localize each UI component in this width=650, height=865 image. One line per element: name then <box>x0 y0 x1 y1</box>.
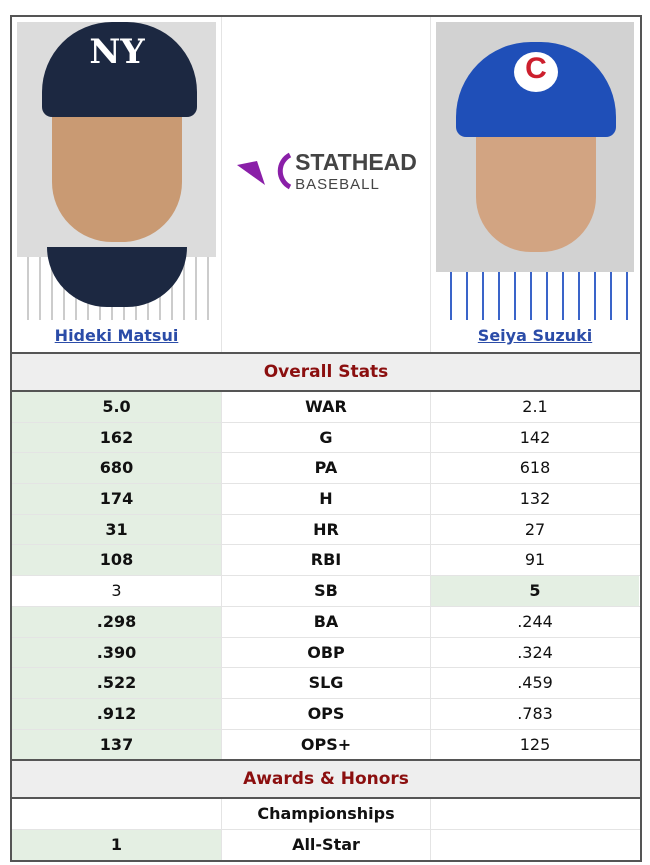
stat-label: G <box>221 422 430 453</box>
stat-row: 5.0 WAR 2.1 <box>12 392 640 422</box>
stat-label: RBI <box>221 545 430 576</box>
stat-label: H <box>221 484 430 514</box>
logo-text-bottom: BASEBALL <box>295 176 380 193</box>
stat-right-value: 27 <box>430 514 639 545</box>
stat-label: SLG <box>221 668 430 698</box>
stat-left-value: 137 <box>12 729 221 760</box>
player-link-right[interactable]: Seiya Suzuki <box>477 326 593 345</box>
stat-right-value <box>430 829 639 860</box>
stat-left-value: 5.0 <box>12 392 221 422</box>
stat-right-value: .244 <box>430 606 639 637</box>
stat-left-value: .912 <box>12 698 221 729</box>
stat-label: OBP <box>221 637 430 668</box>
stat-left-value: 680 <box>12 453 221 484</box>
stat-right-value: 5 <box>430 576 639 606</box>
stat-left-value: 174 <box>12 484 221 514</box>
stat-left-value: 31 <box>12 514 221 545</box>
stat-right-value: 91 <box>430 545 639 576</box>
stat-right-value: .783 <box>430 698 639 729</box>
stat-label: PA <box>221 453 430 484</box>
stats-rows: 5.0 WAR 2.1 162 G 142 680 PA 618 174 H 132 31 HR 27 108… <box>12 392 640 760</box>
stat-row: 137 OPS+ 125 <box>12 728 640 760</box>
stat-label: SB <box>221 576 430 606</box>
stat-label: OPS+ <box>221 729 430 760</box>
player-photo-left: NY <box>17 22 216 320</box>
stathead-logo: STATHEAD BASEBALL <box>222 22 430 320</box>
stat-label: OPS <box>221 698 430 729</box>
player-link-left[interactable]: Hideki Matsui <box>54 326 179 345</box>
stat-row: .298 BA .244 <box>12 605 640 637</box>
stat-label: HR <box>221 514 430 545</box>
stat-row: Championships <box>12 799 640 829</box>
section-header-awards: Awards & Honors <box>12 759 640 800</box>
stat-left-value: .522 <box>12 668 221 698</box>
stat-left-value: .298 <box>12 606 221 637</box>
stat-right-value: 618 <box>430 453 639 484</box>
stat-right-value <box>430 799 639 829</box>
comparison-table: NY Hideki Matsui STATHEAD BASEBALL C Sei… <box>10 15 642 862</box>
stat-row: .522 SLG .459 <box>12 667 640 698</box>
logo-cell: STATHEAD BASEBALL <box>221 17 430 352</box>
stat-right-value: .324 <box>430 637 639 668</box>
awards-rows: Championships 1 All-Star <box>12 799 640 860</box>
cap-logo-left: NY <box>89 32 145 72</box>
stat-label: Championships <box>221 799 430 829</box>
stat-left-value: 1 <box>12 829 221 860</box>
stat-right-value: 125 <box>430 729 639 760</box>
stat-label: BA <box>221 606 430 637</box>
player-photo-right: C <box>436 22 634 320</box>
stat-left-value: 162 <box>12 422 221 453</box>
stat-label: WAR <box>221 392 430 422</box>
stat-left-value: 108 <box>12 545 221 576</box>
stat-row: 162 G 142 <box>12 421 640 453</box>
stat-row: 1 All-Star <box>12 828 640 860</box>
stat-row: .390 OBP .324 <box>12 636 640 668</box>
stat-row: .912 OPS .783 <box>12 697 640 729</box>
stat-left-value: 3 <box>111 581 122 601</box>
logo-text-top: STATHEAD <box>295 149 417 175</box>
stat-row: 680 PA 618 <box>12 452 640 484</box>
baseball-logo-icon <box>237 152 292 190</box>
stat-right-value: 132 <box>430 484 639 514</box>
stat-right-value: 142 <box>430 422 639 453</box>
player-right: C Seiya Suzuki <box>430 17 639 352</box>
stat-left-value <box>12 799 221 829</box>
player-header-row: NY Hideki Matsui STATHEAD BASEBALL C Sei… <box>12 17 640 352</box>
stat-row: 108 RBI 91 <box>12 544 640 576</box>
cap-logo-right: C <box>514 52 558 92</box>
stat-row: 31 HR 27 <box>12 513 640 545</box>
player-left: NY Hideki Matsui <box>12 17 221 352</box>
section-header-overall: Overall Stats <box>12 352 640 392</box>
stat-right-value: .459 <box>430 668 639 698</box>
stat-left-value: .390 <box>12 637 221 668</box>
stat-right-value: 2.1 <box>430 392 639 422</box>
stat-row: 174 H 132 <box>12 483 640 514</box>
stat-label: All-Star <box>221 829 430 860</box>
stat-row: 3 SB 5 <box>12 575 640 606</box>
